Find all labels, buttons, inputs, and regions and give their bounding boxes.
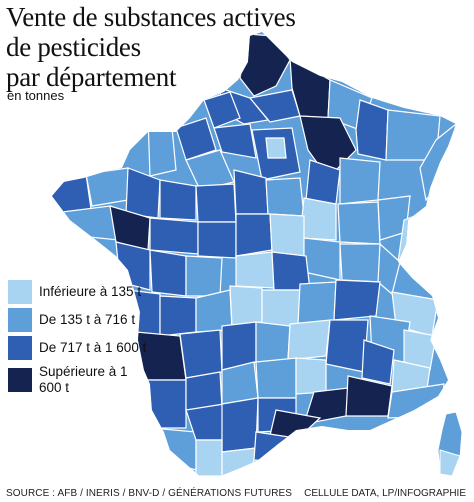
dept-drome xyxy=(361,339,395,385)
dept-cotes-armor xyxy=(85,167,129,207)
legend-item-class1: Inférieure à 135 t xyxy=(8,280,149,304)
dept-loire xyxy=(297,281,337,325)
dept-hautes-pyrenees xyxy=(195,439,223,476)
dept-pyrenees-atlantiques xyxy=(151,427,197,471)
dept-aveyron xyxy=(255,357,297,399)
dept-cote-dor xyxy=(337,201,381,245)
dept-cantal xyxy=(255,321,291,363)
dept-ille-et-vilaine xyxy=(125,167,161,219)
dept-deux-sevres xyxy=(149,249,187,297)
dept-haute-marne xyxy=(339,157,381,205)
legend-label-class3: De 717 t à 1 600 t xyxy=(39,340,147,355)
graphics-credit: CELLULE DATA, LP/INFOGRAPHIE xyxy=(304,488,466,499)
title-line-3: par département xyxy=(6,62,177,92)
legend-item-class4: Supérieure à 1 600 t xyxy=(8,364,149,396)
title-line-2: de pesticides xyxy=(6,32,141,62)
map-subtitle: en tonnes xyxy=(7,88,65,103)
legend-swatch-class1 xyxy=(8,280,32,304)
dept-nievre xyxy=(303,237,341,281)
legend-swatch-class2 xyxy=(8,308,32,332)
dept-dordogne xyxy=(179,329,223,379)
dept-loiret xyxy=(265,177,305,217)
dept-sarthe xyxy=(195,183,237,223)
dept-calvados xyxy=(175,117,217,161)
dept-vienne xyxy=(185,255,223,297)
dept-loir-et-cher xyxy=(235,213,273,257)
legend-item-class3: De 717 t à 1 600 t xyxy=(8,336,149,360)
title-line-1: Vente de substances actives xyxy=(6,2,296,32)
dept-landes xyxy=(143,379,187,429)
corsica-south xyxy=(439,449,461,477)
dept-manche xyxy=(147,117,177,177)
legend-label-class4: Supérieure à 1 600 t xyxy=(39,364,128,395)
dept-lozere xyxy=(295,357,327,395)
dept-indre-et-loire xyxy=(197,221,237,259)
map-title: Vente de substances actives de pesticide… xyxy=(6,2,296,92)
legend-label-class2: De 135 t à 716 t xyxy=(39,312,136,327)
dept-aude xyxy=(253,431,297,463)
dept-haute-garonne xyxy=(221,397,259,453)
dept-rhone-ain xyxy=(333,279,381,321)
dept-ardeche xyxy=(325,319,369,373)
legend-label-class1: Inférieure à 135 t xyxy=(39,284,142,299)
map-legend: Inférieure à 135 t De 135 t à 716 t De 7… xyxy=(8,280,149,400)
dept-indre xyxy=(235,251,275,289)
dept-paris-core xyxy=(265,137,287,159)
dept-haute-loire xyxy=(287,319,331,361)
dept-pyrenees-orientales xyxy=(247,459,291,476)
dept-ariege xyxy=(221,447,257,476)
dept-meuse xyxy=(355,99,389,161)
department-shapes xyxy=(52,33,456,476)
dept-seine-maritime xyxy=(203,91,241,129)
dept-morbihan xyxy=(60,205,119,241)
dept-mayenne xyxy=(159,179,197,221)
legend-item-class2: De 135 t à 716 t xyxy=(8,308,149,332)
source-credit: SOURCE : AFB / INERIS / BNV-D / GÉNÉRATI… xyxy=(6,488,293,499)
dept-yonne xyxy=(299,197,337,241)
dept-cher xyxy=(269,213,305,257)
legend-swatch-class3 xyxy=(8,336,32,360)
dept-creuse xyxy=(229,285,263,327)
dept-saone-et-loire xyxy=(339,243,381,283)
dept-maine-et-loire xyxy=(149,217,199,255)
dept-lot xyxy=(221,361,259,405)
dept-charente xyxy=(159,295,197,337)
dept-eure xyxy=(213,123,257,159)
legend-swatch-class4 xyxy=(8,368,32,392)
